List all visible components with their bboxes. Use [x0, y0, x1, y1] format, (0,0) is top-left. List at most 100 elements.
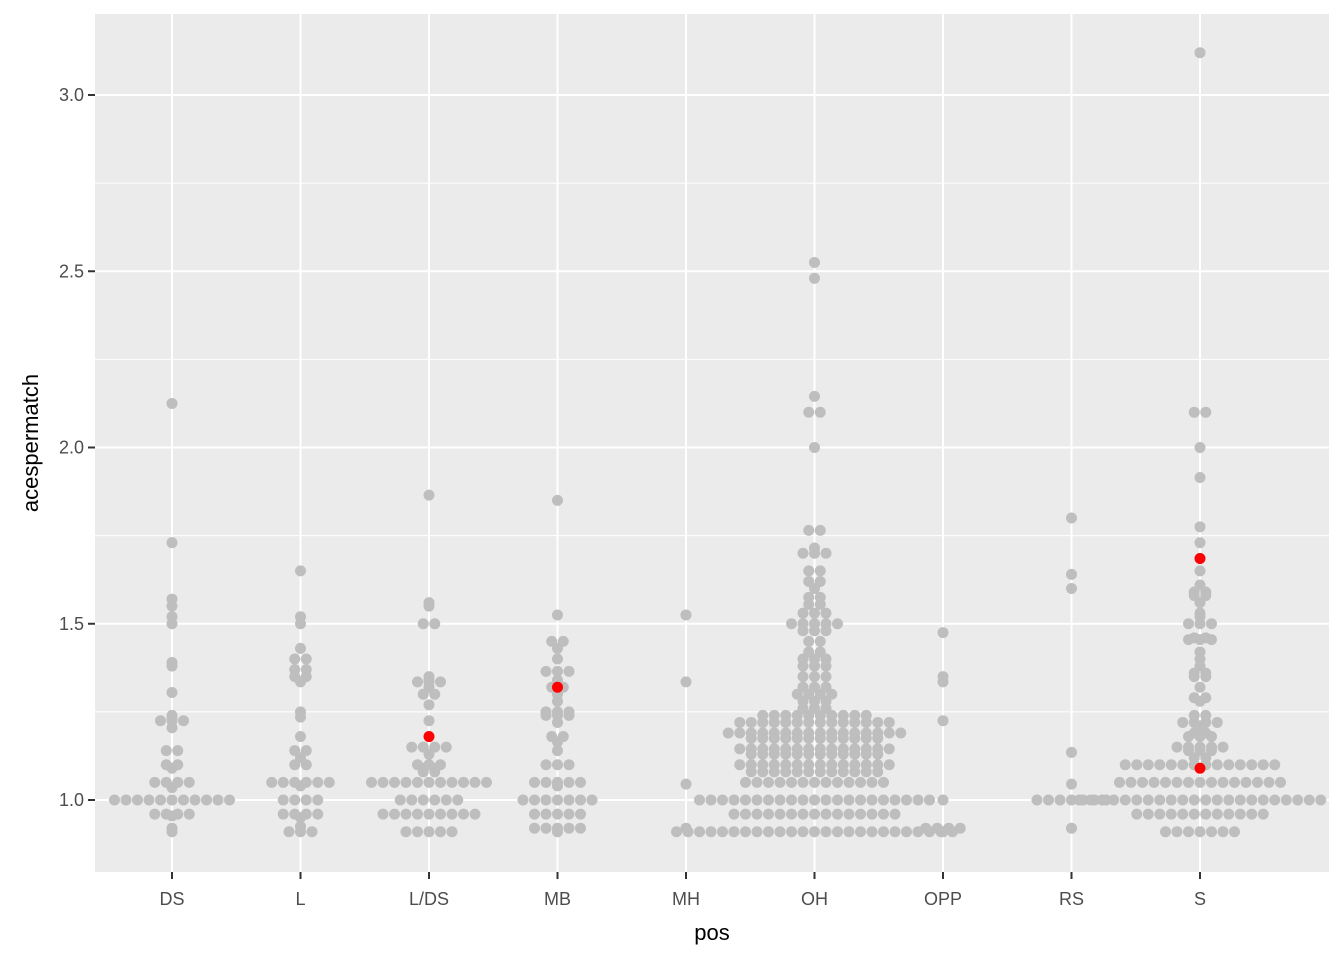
data-point — [423, 776, 435, 788]
data-point — [751, 808, 763, 820]
data-point — [855, 826, 866, 838]
data-point — [803, 565, 815, 577]
data-point — [837, 748, 849, 760]
data-point — [166, 810, 178, 822]
data-point — [1194, 47, 1206, 59]
data-point — [780, 716, 792, 728]
data-point — [814, 766, 826, 778]
data-point — [797, 776, 809, 788]
data-point — [809, 547, 820, 559]
data-point — [435, 826, 446, 838]
highlighted-point — [1194, 762, 1206, 774]
y-tick-label: 1.0 — [59, 790, 84, 810]
x-tick-label: DS — [159, 889, 184, 909]
data-point — [563, 665, 575, 677]
data-point — [728, 808, 740, 820]
data-point — [954, 822, 966, 834]
data-point — [895, 727, 907, 739]
y-axis-title: acespermatch — [18, 374, 43, 512]
data-point — [295, 826, 306, 838]
data-point — [820, 625, 832, 637]
data-point — [717, 794, 728, 806]
data-point — [452, 794, 464, 806]
data-point — [289, 653, 301, 665]
data-point — [763, 776, 774, 788]
data-point — [717, 826, 728, 838]
data-point — [1246, 759, 1258, 771]
x-tick-label: MH — [672, 889, 700, 909]
data-point — [563, 759, 575, 771]
data-point — [1165, 808, 1177, 820]
data-point — [575, 822, 586, 834]
data-point — [1183, 634, 1194, 646]
data-point — [1177, 759, 1189, 771]
data-point — [295, 642, 306, 654]
data-point — [1200, 794, 1212, 806]
data-point — [803, 732, 815, 744]
data-point — [1223, 759, 1235, 771]
data-point — [855, 794, 866, 806]
data-point — [435, 676, 446, 688]
data-point — [809, 442, 820, 453]
data-point — [212, 794, 224, 806]
data-point — [680, 676, 692, 688]
data-point — [1066, 794, 1077, 806]
data-point — [423, 808, 435, 820]
data-point — [295, 711, 306, 723]
data-point — [440, 794, 452, 806]
data-point — [826, 732, 838, 744]
data-point — [809, 794, 820, 806]
data-point — [1165, 759, 1177, 771]
data-point — [540, 776, 552, 788]
data-point — [1188, 794, 1200, 806]
data-point — [575, 808, 586, 820]
data-point — [552, 609, 563, 621]
data-point — [1119, 794, 1131, 806]
data-point — [797, 794, 809, 806]
data-point — [837, 732, 849, 744]
data-point — [429, 794, 441, 806]
data-point — [178, 794, 189, 806]
data-point — [751, 794, 763, 806]
data-point — [540, 808, 552, 820]
data-point — [277, 808, 289, 820]
data-point — [1177, 716, 1189, 728]
data-point — [1206, 826, 1217, 838]
data-point — [1194, 521, 1206, 533]
data-point — [400, 808, 412, 820]
data-point — [563, 776, 575, 788]
data-point — [1200, 406, 1212, 418]
data-point — [1275, 776, 1286, 788]
data-point — [860, 766, 872, 778]
data-point — [1229, 826, 1240, 838]
data-point — [751, 826, 763, 838]
data-point — [552, 716, 563, 728]
data-point — [552, 826, 563, 838]
data-point — [889, 808, 901, 820]
data-point — [1096, 794, 1108, 806]
data-point — [1194, 731, 1206, 743]
data-point — [446, 776, 458, 788]
data-point — [780, 748, 792, 760]
data-point — [1229, 776, 1240, 788]
data-point — [412, 776, 423, 788]
data-point — [803, 716, 815, 728]
data-point — [540, 709, 552, 721]
data-point — [809, 660, 820, 672]
data-point — [423, 600, 435, 612]
data-point — [832, 618, 843, 630]
data-point — [423, 748, 435, 760]
data-point — [423, 826, 435, 838]
data-point — [797, 826, 809, 838]
highlighted-point — [423, 731, 435, 743]
data-point — [803, 598, 815, 610]
x-tick-label: L/DS — [409, 889, 449, 909]
data-point — [786, 618, 797, 630]
data-point — [809, 826, 820, 838]
data-point — [937, 826, 949, 838]
data-point — [832, 776, 843, 788]
data-point — [312, 808, 324, 820]
data-point — [803, 635, 815, 647]
data-point — [1183, 776, 1194, 788]
data-point — [283, 826, 295, 838]
